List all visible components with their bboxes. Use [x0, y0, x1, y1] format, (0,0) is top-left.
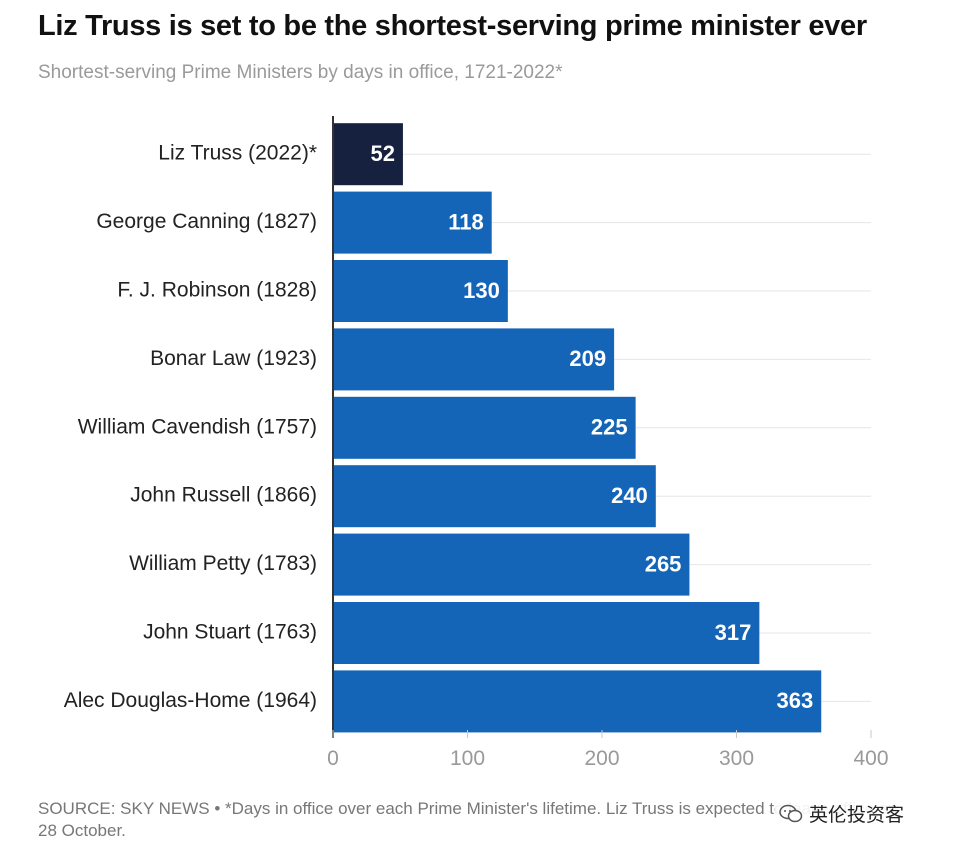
bar-value-label: 317	[715, 620, 752, 645]
bar	[333, 123, 403, 186]
category-label: John Russell (1866)	[130, 484, 317, 507]
watermark: 英伦投资客	[775, 800, 909, 827]
bar	[333, 602, 760, 664]
bar-chart: Liz Truss (2022)* 52 George Canning (1827)…	[64, 116, 889, 770]
category-label: John Stuart (1763)	[143, 621, 317, 644]
category-label: William Cavendish (1757)	[78, 415, 317, 438]
x-tick-label: 400	[853, 747, 888, 770]
chart-title: Liz Truss is set to be the shortest-serv…	[38, 10, 867, 42]
bar-value-label: 118	[448, 209, 484, 234]
category-label: Alec Douglas-Home (1964)	[64, 689, 317, 712]
bar	[333, 191, 492, 254]
bar	[333, 260, 508, 322]
bar	[333, 328, 615, 391]
x-tick-label: 200	[584, 747, 619, 770]
category-label: Bonar Law (1923)	[150, 347, 317, 370]
bar	[333, 465, 656, 528]
bar-value-label: 240	[611, 483, 648, 508]
category-label: George Canning (1827)	[96, 210, 317, 233]
bar-value-label: 225	[591, 415, 628, 440]
category-label: William Petty (1783)	[129, 552, 317, 575]
bar-value-label: 363	[777, 688, 814, 713]
bar-value-label: 52	[370, 141, 394, 166]
bar	[333, 533, 690, 596]
source-note: SOURCE: SKY NEWS • *Days in office over …	[38, 799, 898, 840]
category-label: F. J. Robinson (1828)	[117, 279, 317, 302]
wechat-icon	[779, 804, 803, 822]
chart-subtitle: Shortest-serving Prime Ministers by days…	[38, 62, 563, 83]
bar	[333, 670, 822, 733]
x-tick-label: 300	[719, 747, 754, 770]
bar-value-label: 265	[645, 551, 682, 576]
x-tick-label: 100	[450, 747, 485, 770]
x-tick-label: 0	[327, 747, 339, 770]
category-label: Liz Truss (2022)*	[158, 142, 317, 165]
bar-value-label: 130	[463, 278, 500, 303]
bar-value-label: 209	[569, 346, 606, 371]
bar	[333, 396, 636, 459]
watermark-text: 英伦投资客	[809, 804, 905, 826]
